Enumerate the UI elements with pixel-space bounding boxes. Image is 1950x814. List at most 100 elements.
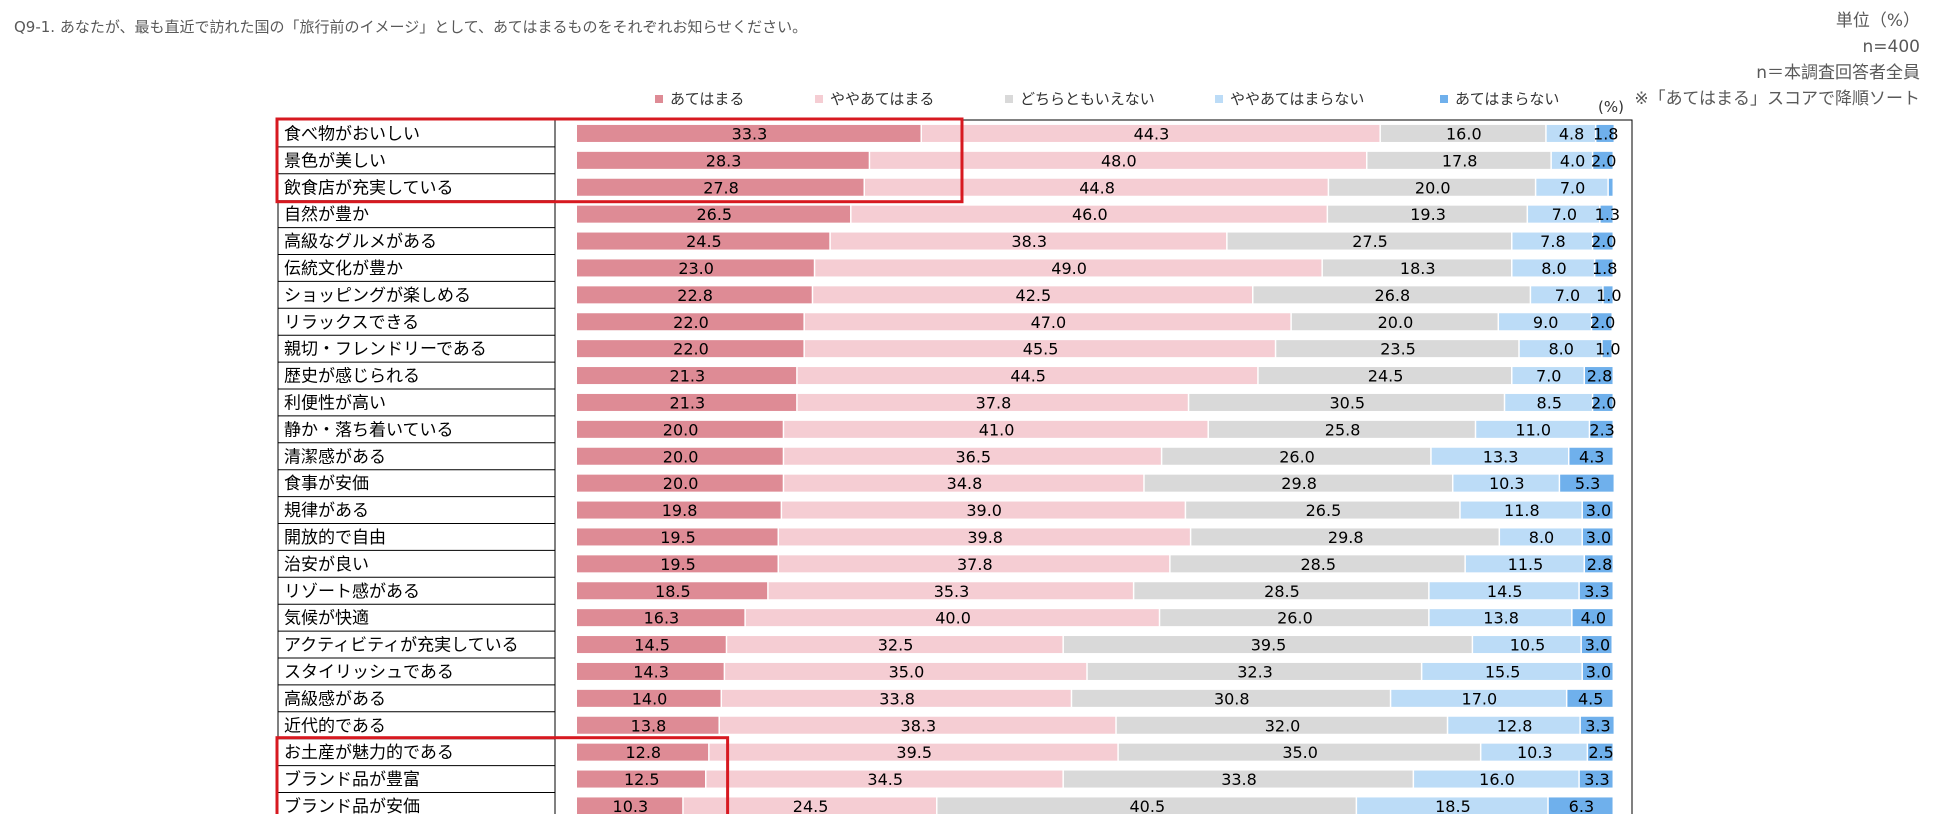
bar-segment bbox=[1593, 232, 1613, 250]
category-label: リゾート感がある bbox=[284, 582, 420, 602]
bar-segment bbox=[1063, 636, 1472, 654]
data-label: 2.8 bbox=[1587, 367, 1612, 386]
bar-segment bbox=[784, 447, 1161, 465]
bar-segment bbox=[784, 420, 1208, 438]
data-label: 35.0 bbox=[1282, 743, 1318, 762]
data-label: 34.5 bbox=[867, 770, 903, 789]
bar-segment bbox=[782, 501, 1185, 519]
category-label: 利便性が高い bbox=[284, 393, 386, 413]
bar-segment bbox=[1592, 313, 1612, 331]
data-label: 19.5 bbox=[660, 555, 696, 574]
data-label: 3.0 bbox=[1586, 501, 1611, 520]
bar-segment bbox=[577, 636, 726, 654]
data-label: 14.0 bbox=[632, 689, 668, 708]
bar-segment bbox=[577, 662, 724, 680]
bar-segment bbox=[577, 151, 869, 169]
highlight-box-top bbox=[275, 117, 964, 204]
data-label: 28.5 bbox=[1300, 555, 1336, 574]
data-label: 2.5 bbox=[1588, 743, 1613, 762]
bar-segment bbox=[1582, 501, 1613, 519]
bar-segment bbox=[1258, 367, 1512, 385]
bar-segment bbox=[870, 151, 1366, 169]
bar-segment bbox=[1429, 582, 1579, 600]
bar-segment bbox=[1329, 178, 1535, 196]
category-label: 清潔感がある bbox=[284, 447, 386, 467]
data-label: 26.5 bbox=[1306, 501, 1342, 520]
data-label: 12.8 bbox=[625, 743, 661, 762]
category-label: 飲食店が充実している bbox=[284, 178, 454, 198]
bar-segment bbox=[1429, 609, 1572, 627]
bar-segment bbox=[745, 609, 1159, 627]
bar-segment bbox=[719, 716, 1116, 734]
data-label: 3.3 bbox=[1584, 770, 1609, 789]
data-label: 47.0 bbox=[1031, 313, 1067, 332]
bar-segment bbox=[851, 205, 1327, 223]
data-label: 38.3 bbox=[901, 716, 937, 735]
sort-note: ※「あてはまる」スコアで降順ソート bbox=[1634, 89, 1920, 109]
bar-segment bbox=[577, 313, 804, 331]
bar-segment bbox=[1357, 797, 1548, 814]
bar-segment bbox=[577, 582, 768, 600]
bar-segment bbox=[722, 689, 1071, 707]
data-label: 41.0 bbox=[979, 420, 1015, 439]
data-label: 21.3 bbox=[670, 393, 706, 412]
data-label: 48.0 bbox=[1101, 151, 1137, 170]
data-label: 2.0 bbox=[1591, 232, 1616, 251]
bar-segment bbox=[1291, 313, 1498, 331]
data-label: 20.0 bbox=[663, 447, 699, 466]
data-label: 20.0 bbox=[1378, 313, 1414, 332]
data-label: 21.3 bbox=[670, 367, 706, 386]
bar-segment bbox=[1548, 797, 1613, 814]
legend-label: ややあてはまらない bbox=[1230, 90, 1364, 108]
bar-segment bbox=[779, 555, 1170, 573]
bar-segment bbox=[1144, 474, 1452, 492]
category-label: 近代的である bbox=[284, 716, 386, 736]
bar-segment bbox=[1582, 662, 1613, 680]
data-label: 15.5 bbox=[1485, 662, 1521, 681]
bar-segment bbox=[1448, 716, 1580, 734]
data-label: 20.0 bbox=[663, 420, 699, 439]
bar-segment bbox=[779, 528, 1190, 546]
bar-segment bbox=[1476, 420, 1589, 438]
bar-segment bbox=[577, 474, 783, 492]
legend-swatch bbox=[815, 95, 823, 103]
bar-segment bbox=[577, 178, 864, 196]
sample-size: n=400 bbox=[1862, 37, 1920, 57]
bar-segment bbox=[813, 286, 1253, 304]
data-label: 10.3 bbox=[613, 797, 649, 814]
legend-swatch bbox=[1215, 95, 1223, 103]
data-label: 8.0 bbox=[1548, 340, 1573, 359]
data-label: 28.5 bbox=[1264, 582, 1300, 601]
legend-label: どちらともいえない bbox=[1020, 90, 1155, 108]
data-label: 8.5 bbox=[1537, 393, 1562, 412]
data-label: 1.0 bbox=[1595, 340, 1620, 359]
data-label: 40.5 bbox=[1130, 797, 1166, 814]
data-label: 17.0 bbox=[1462, 689, 1498, 708]
highlight-box-bottom bbox=[275, 736, 730, 814]
bar-segment bbox=[1512, 232, 1592, 250]
data-label: 12.5 bbox=[624, 770, 660, 789]
data-label: 22.8 bbox=[677, 286, 713, 305]
bar-segment bbox=[577, 743, 709, 761]
bar-segment bbox=[1519, 340, 1602, 358]
data-label: 11.8 bbox=[1504, 501, 1540, 520]
bar-segment bbox=[1116, 716, 1447, 734]
legend-swatch bbox=[1440, 95, 1448, 103]
data-label: 10.3 bbox=[1489, 474, 1525, 493]
bar-segment bbox=[683, 797, 937, 814]
data-label: 5.3 bbox=[1575, 474, 1600, 493]
bar-segment bbox=[1160, 609, 1429, 627]
bar-segment bbox=[1422, 662, 1582, 680]
bar-segment bbox=[577, 447, 783, 465]
data-label: 26.0 bbox=[1279, 447, 1315, 466]
data-label: 3.3 bbox=[1584, 582, 1609, 601]
category-label: スタイリッシュである bbox=[284, 662, 454, 682]
data-label: 22.0 bbox=[673, 340, 709, 359]
bar-segment bbox=[577, 609, 745, 627]
data-label: 39.8 bbox=[967, 528, 1003, 547]
data-label: 35.0 bbox=[889, 662, 925, 681]
data-label: 2.8 bbox=[1587, 555, 1612, 574]
data-label: 1.0 bbox=[1596, 286, 1621, 305]
data-label: 18.5 bbox=[1435, 797, 1471, 814]
bar-segment bbox=[577, 420, 783, 438]
